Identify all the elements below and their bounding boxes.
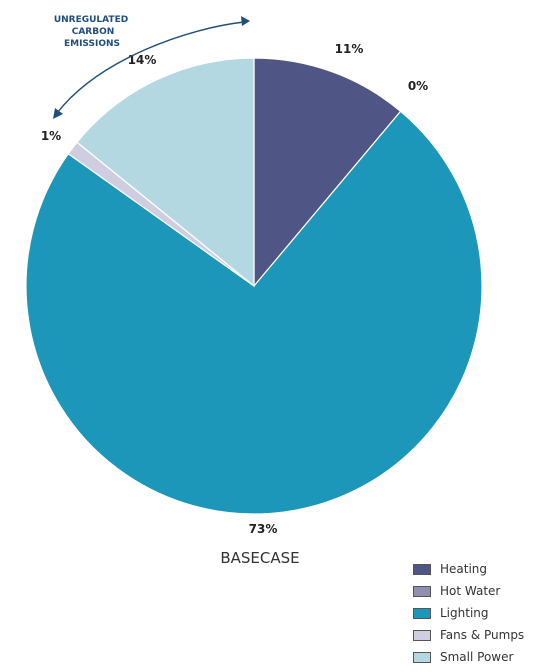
annotation-arrowhead-right bbox=[241, 16, 250, 26]
legend-item-small-power: Small Power bbox=[413, 646, 524, 668]
pct-label-fans-pumps: 1% bbox=[41, 129, 61, 143]
pie-slices bbox=[25, 57, 483, 515]
slice-lighting bbox=[25, 110, 483, 515]
chart-legend: Heating Hot Water Lighting Fans & Pumps Smal… bbox=[413, 558, 524, 668]
legend-swatch-heating bbox=[413, 563, 431, 575]
pct-label-lighting: 73% bbox=[249, 522, 278, 536]
legend-swatch-lighting bbox=[413, 607, 431, 619]
legend-label-hot-water: Hot Water bbox=[440, 584, 501, 598]
annotation-line-3: EMISSIONS bbox=[64, 39, 120, 49]
annotation-arrow bbox=[56, 21, 245, 114]
slice-heating bbox=[253, 57, 402, 288]
legend-label-small-power: Small Power bbox=[440, 650, 514, 664]
legend-label-heating: Heating bbox=[440, 562, 488, 576]
pct-label-heating: 11% bbox=[335, 42, 364, 56]
legend-label-lighting: Lighting bbox=[440, 606, 489, 620]
legend-item-heating: Heating bbox=[413, 558, 524, 580]
annotation-arrowhead-left bbox=[53, 108, 63, 119]
legend-swatch-small-power bbox=[413, 651, 431, 663]
annotation-line-2: CARBON bbox=[72, 27, 115, 37]
legend-swatch-hot-water bbox=[413, 585, 431, 597]
percentage-labels: 11% 0% 73% 1% 14% bbox=[41, 42, 428, 536]
annotation-line-1: UNREGULATED bbox=[54, 15, 128, 25]
legend-swatch-fans-pumps bbox=[413, 629, 431, 641]
unregulated-annotation: UNREGULATED CARBON EMISSIONS bbox=[53, 15, 250, 119]
slice-small-power bbox=[76, 57, 255, 288]
pct-label-small-power: 14% bbox=[128, 53, 157, 67]
legend-item-hot-water: Hot Water bbox=[413, 580, 524, 602]
legend-item-fans-pumps: Fans & Pumps bbox=[413, 624, 524, 646]
chart-caption: BASECASE bbox=[220, 549, 299, 567]
pct-label-hot-water: 0% bbox=[408, 79, 428, 93]
legend-item-lighting: Lighting bbox=[413, 602, 524, 624]
legend-label-fans-pumps: Fans & Pumps bbox=[440, 628, 525, 642]
